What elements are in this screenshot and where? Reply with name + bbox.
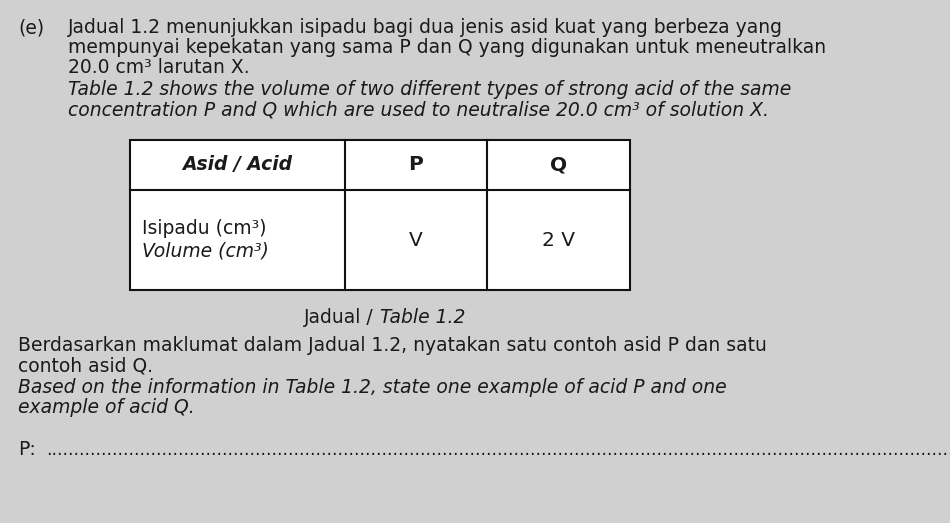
Text: ................................................................................: ........................................… [46,441,950,459]
Text: mempunyai kepekatan yang sama P dan Q yang digunakan untuk meneutralkan: mempunyai kepekatan yang sama P dan Q ya… [68,38,826,57]
Text: Jadual 1.2 menunjukkan isipadu bagi dua jenis asid kuat yang berbeza yang: Jadual 1.2 menunjukkan isipadu bagi dua … [68,18,783,37]
Text: example of acid Q.: example of acid Q. [18,398,195,417]
Text: V: V [409,231,423,249]
Text: Berdasarkan maklumat dalam Jadual 1.2, nyatakan satu contoh asid P dan satu: Berdasarkan maklumat dalam Jadual 1.2, n… [18,336,767,355]
Text: P:: P: [18,440,36,459]
Text: 20.0 cm³ larutan X.: 20.0 cm³ larutan X. [68,58,250,77]
Text: Volume (cm³): Volume (cm³) [142,242,269,260]
Text: contoh asid Q.: contoh asid Q. [18,356,153,375]
Text: Isipadu (cm³): Isipadu (cm³) [142,220,267,238]
Text: Q: Q [550,155,567,175]
Text: Jadual /: Jadual / [304,308,380,327]
Text: Table 1.2: Table 1.2 [380,308,466,327]
Text: P: P [408,155,424,175]
Text: concentration P and Q which are used to neutralise 20.0 cm³ of solution X.: concentration P and Q which are used to … [68,100,769,119]
Text: 2 V: 2 V [542,231,575,249]
Text: (e): (e) [18,18,44,37]
Text: Asid / ​Acid: Asid / ​Acid [182,155,293,175]
Bar [130,140,630,290]
Text: Table 1.2 shows the volume of two different types of strong acid of the same: Table 1.2 shows the volume of two differ… [68,80,791,99]
Text: Based on the information in Table 1.2, state one example of acid P and one: Based on the information in Table 1.2, s… [18,378,727,397]
